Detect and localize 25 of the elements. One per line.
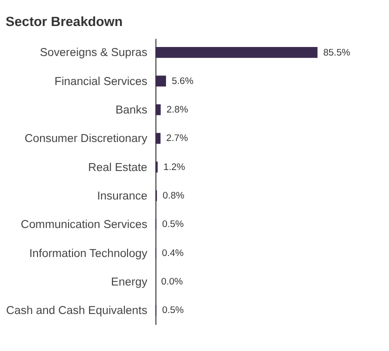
y-tick-label: Information Technology [29,248,148,260]
y-tick-label: Financial Services [54,76,148,88]
data-label: 0.5% [162,305,184,316]
data-label: 0.4% [162,248,184,259]
data-label: 85.5% [323,47,351,58]
y-tick-label: Cash and Cash Equivalents [6,305,148,318]
chart-title: Sector Breakdown [6,14,123,29]
data-label: 5.6% [172,76,194,87]
data-label: 2.7% [166,133,188,144]
y-tick-label: Energy [111,276,148,288]
data-label: 0.8% [162,190,185,202]
data-label: 1.2% [163,162,186,173]
y-tick-label: Real Estate [88,162,148,174]
bar [155,76,166,87]
y-tick-label: Communication Services [20,219,148,232]
bar [155,46,318,58]
y-tick-label: Insurance [97,190,148,203]
data-label: 0.5% [162,219,184,230]
data-label: 2.8% [166,104,189,116]
data-label: 0.0% [161,276,184,288]
y-tick-label: Banks [116,104,148,117]
y-tick-label: Sovereigns & Supras [40,47,148,60]
bar [155,132,161,144]
y-tick-label: Consumer Discretionary [24,133,148,146]
bar [155,104,161,116]
